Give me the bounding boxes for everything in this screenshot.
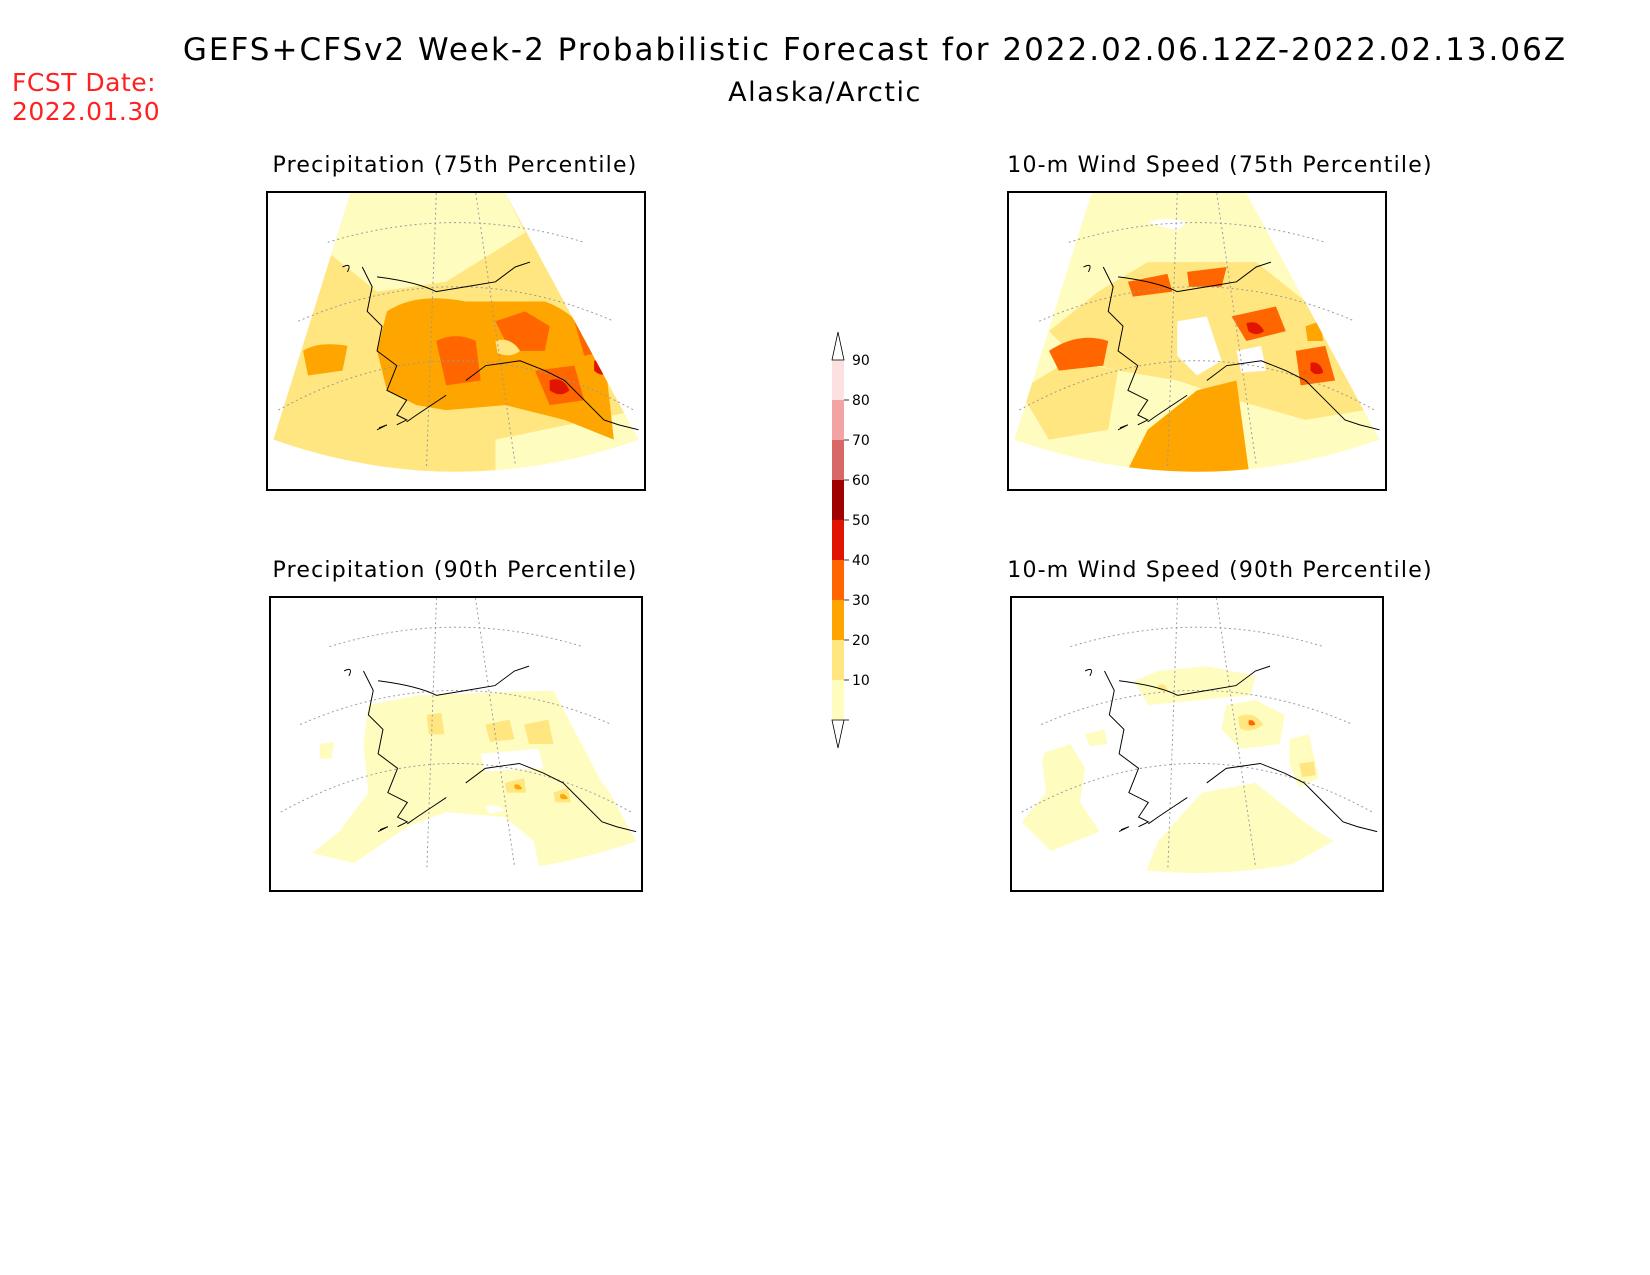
- legend-top-cap: [831, 331, 845, 361]
- map-panel-wind-90: [1010, 596, 1384, 892]
- forecast-sector: [1016, 598, 1378, 873]
- legend-label: 30: [852, 593, 870, 609]
- prob-below-10-region: [1147, 218, 1188, 231]
- legend-label: 70: [852, 433, 870, 449]
- prob-20-30-region: [495, 339, 521, 356]
- map-precip-75: [273, 193, 639, 472]
- panel-title-precip-75: Precipitation (75th Percentile): [272, 153, 638, 178]
- prob-10-20-region: [327, 193, 526, 292]
- forecast-date: FCST Date: 2022.01.30: [12, 68, 160, 126]
- legend-label: 80: [852, 393, 870, 409]
- legend-swatch: [832, 600, 844, 640]
- panel-title-wind-90: 10-m Wind Speed (90th Percentile): [1007, 558, 1433, 583]
- coastline: [343, 665, 637, 833]
- legend-label: 10: [852, 673, 870, 689]
- legend-label: 20: [852, 633, 870, 649]
- coastline: [1083, 261, 1380, 431]
- prob-20-30-region: [485, 719, 515, 743]
- prob-40-50-region: [1248, 720, 1256, 726]
- legend-label: 40: [852, 553, 870, 569]
- prob-40-50-region: [1231, 306, 1286, 341]
- region-subtitle: Alaska/Arctic: [728, 77, 922, 108]
- panel-title-wind-75: 10-m Wind Speed (75th Percentile): [1007, 153, 1433, 178]
- legend-swatch: [832, 520, 844, 560]
- legend-swatch: [832, 440, 844, 480]
- prob-50-60-region: [1246, 322, 1265, 335]
- legend-labels: 10 20 30 40 50 60 70 80 90: [844, 353, 870, 721]
- legend-swatch: [832, 480, 844, 520]
- coastline: [342, 261, 639, 431]
- prob-below-10-region: [485, 805, 505, 815]
- prob-20-30-region: [524, 719, 554, 744]
- coastline: [1084, 665, 1378, 833]
- forecast-date-value: 2022.01.30: [12, 97, 161, 126]
- prob-30-40-region: [303, 344, 348, 376]
- prob-30-40-region: [1118, 380, 1252, 472]
- prob-40-50-region: [1049, 337, 1109, 371]
- prob-10-20-region: [319, 742, 335, 759]
- legend-bottom-cap: [831, 719, 845, 749]
- legend-label: 50: [852, 513, 870, 529]
- legend-label: 90: [852, 353, 870, 369]
- legend-swatch: [832, 680, 844, 720]
- map-panel-precip-90: [269, 596, 643, 892]
- prob-below-10-region: [1236, 345, 1267, 373]
- prob-10-20-region: [1133, 666, 1256, 706]
- legend-label: 60: [852, 473, 870, 489]
- prob-30-40-region: [560, 794, 568, 800]
- graticule: [278, 193, 634, 470]
- color-legend: 10 20 30 40 50 60 70 80 90: [820, 330, 880, 749]
- prob-20-30-region: [1019, 360, 1119, 440]
- prob-10-20-region: [1085, 729, 1108, 746]
- map-panel-precip-75: [266, 191, 646, 491]
- legend-swatch: [832, 560, 844, 600]
- legend-boxes: [831, 331, 845, 749]
- legend-colorbar: 10 20 30 40 50 60 70 80 90: [831, 331, 870, 749]
- prob-10-20-region: [1138, 782, 1334, 873]
- graticule: [1019, 193, 1375, 470]
- map-panel-wind-75: [1007, 191, 1387, 491]
- legend-swatch: [832, 640, 844, 680]
- panel-title-precip-90: Precipitation (90th Percentile): [272, 558, 638, 583]
- forecast-date-label: FCST Date:: [12, 68, 157, 97]
- graticule: [280, 598, 632, 871]
- prob-50-60-region: [1310, 362, 1324, 375]
- prob-10-20-region: [1021, 744, 1100, 852]
- prob-30-40-region: [514, 784, 523, 790]
- map-wind-90: [1016, 598, 1378, 873]
- prob-50-60-region: [549, 379, 570, 395]
- map-precip-90: [275, 598, 637, 873]
- prob-40-50-region: [1187, 267, 1227, 287]
- prob-20-30-region: [1299, 761, 1316, 778]
- map-wind-75: [1014, 193, 1380, 472]
- legend-swatch: [832, 400, 844, 440]
- page-title: GEFS+CFSv2 Week-2 Probabilistic Forecast…: [182, 32, 1568, 68]
- graticule: [1021, 598, 1373, 871]
- legend-swatch: [832, 360, 844, 400]
- prob-20-30-region: [426, 712, 445, 735]
